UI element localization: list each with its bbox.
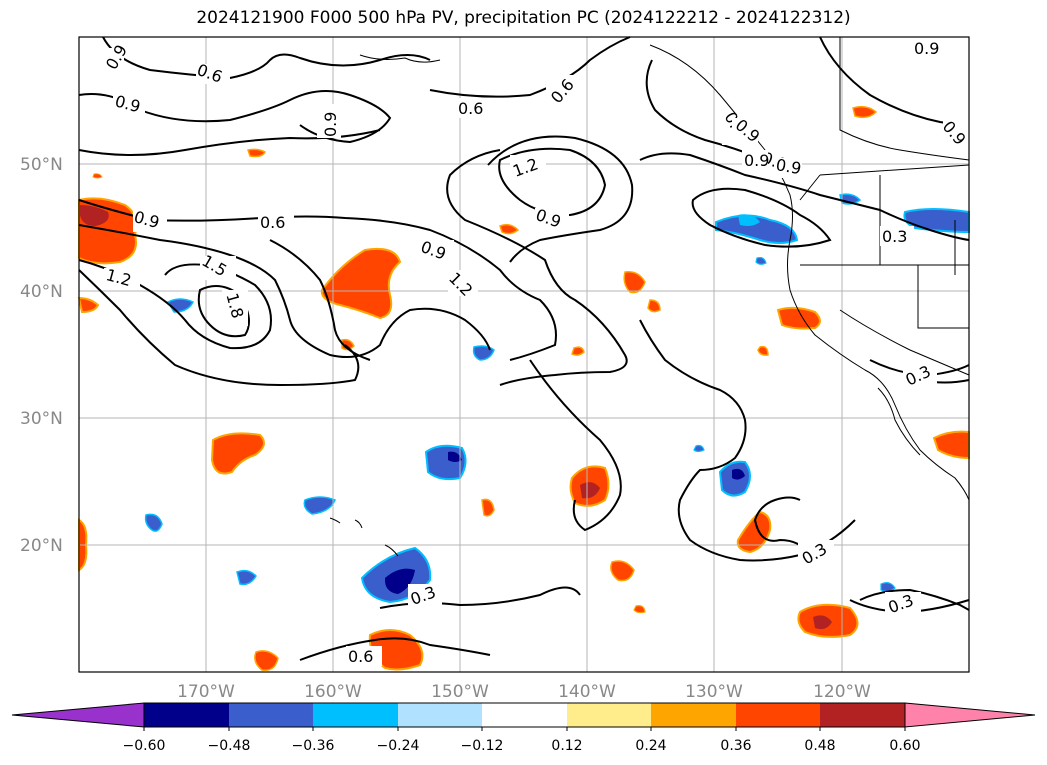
contour-label: 0.9	[914, 39, 939, 58]
colorbar-tick-label: 0.24	[635, 738, 666, 754]
colorbar-segment	[313, 703, 398, 727]
colorbar-tick-label: −0.48	[208, 738, 251, 754]
colorbar: −0.60 −0.48 −0.36 −0.24 −0.12 0.12 0.24 …	[11, 702, 1036, 754]
map-title: 2024121900 F000 500 hPa PV, precipitatio…	[196, 8, 851, 28]
graticule	[79, 37, 969, 672]
lat-label-30n: 30°N	[20, 409, 63, 429]
colorbar-extend-min	[11, 702, 145, 728]
colorbar-tick-label: 0.12	[551, 738, 582, 754]
colorbar-tick-label: 0.60	[889, 738, 920, 754]
colorbar-segment	[229, 703, 313, 727]
contour-label: 0.6	[458, 99, 483, 118]
lon-label-160w: 160°W	[304, 682, 362, 702]
colorbar-tick-label: −0.36	[292, 738, 335, 754]
colorbar-tick-label: −0.24	[377, 738, 420, 754]
lon-label-130w: 130°W	[685, 682, 743, 702]
colorbar-segment	[144, 703, 229, 727]
pv-contours	[78, 36, 970, 661]
lat-label-20n: 20°N	[20, 536, 63, 556]
lat-label-50n: 50°N	[20, 155, 63, 175]
precip-negative-areas	[144, 193, 970, 604]
contour-label: 0.6	[260, 213, 285, 232]
contour-label: 0.3	[882, 227, 907, 246]
lon-label-170w: 170°W	[177, 682, 235, 702]
colorbar-segment	[398, 703, 482, 727]
latitude-labels: 50°N 40°N 30°N 20°N	[20, 155, 63, 556]
lon-label-140w: 140°W	[558, 682, 616, 702]
colorbar-segment	[567, 703, 651, 727]
lat-label-40n: 40°N	[20, 282, 63, 302]
precip-positive-areas	[77, 105, 970, 671]
colorbar-extend-max	[904, 702, 1036, 728]
colorbar-tick-label: −0.12	[461, 738, 504, 754]
contour-label: 0.9	[774, 155, 802, 178]
colorbar-segment	[482, 703, 567, 727]
contour-label: 0.9	[744, 151, 769, 170]
colorbar-tick-label: 0.48	[804, 738, 835, 754]
map-frame	[78, 36, 970, 673]
colorbar-tick-label: 0.36	[720, 738, 751, 754]
colorbar-segment	[820, 703, 905, 727]
colorbar-segment	[651, 703, 736, 727]
longitude-labels: 170°W 160°W 150°W 140°W 130°W 120°W	[177, 682, 871, 702]
lon-label-150w: 150°W	[431, 682, 489, 702]
lon-label-120w: 120°W	[813, 682, 871, 702]
colorbar-tick-label: −0.60	[123, 738, 166, 754]
contour-label: 0.6	[348, 647, 373, 666]
colorbar-segment	[736, 703, 820, 727]
contour-label: 0.9	[321, 112, 340, 137]
